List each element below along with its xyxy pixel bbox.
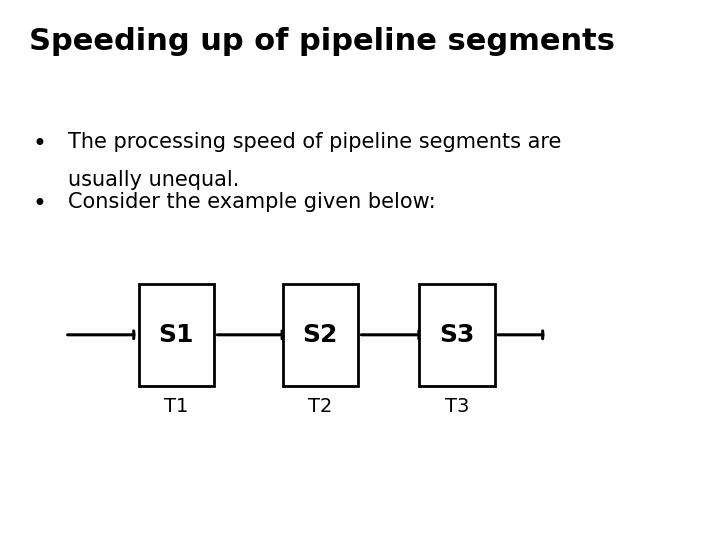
Text: T2: T2	[308, 397, 333, 416]
Text: Consider the example given below:: Consider the example given below:	[68, 192, 436, 212]
Text: T1: T1	[164, 397, 189, 416]
Text: •: •	[32, 132, 47, 156]
Text: T3: T3	[445, 397, 469, 416]
Bar	[283, 284, 359, 386]
Text: S3: S3	[439, 323, 475, 347]
Text: S2: S2	[302, 323, 338, 347]
Text: The processing speed of pipeline segments are: The processing speed of pipeline segment…	[68, 132, 562, 152]
Text: usually unequal.: usually unequal.	[68, 170, 240, 190]
Text: S1: S1	[158, 323, 194, 347]
Bar	[419, 284, 495, 386]
Bar	[138, 284, 215, 386]
Text: •: •	[32, 192, 47, 215]
Text: Speeding up of pipeline segments: Speeding up of pipeline segments	[29, 27, 615, 56]
